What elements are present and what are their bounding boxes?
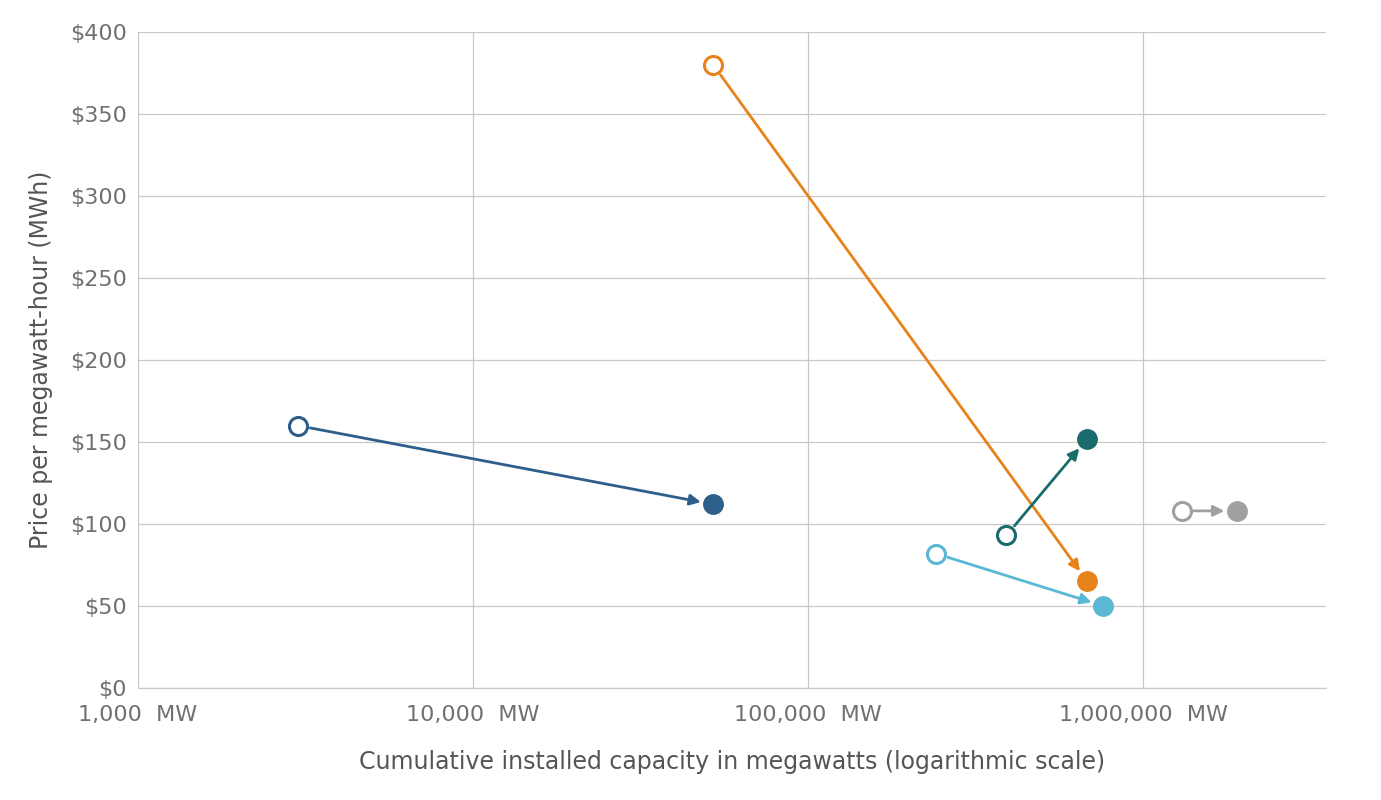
Y-axis label: Price per megawatt-hour (MWh): Price per megawatt-hour (MWh) [29, 171, 54, 549]
X-axis label: Cumulative installed capacity in megawatts (logarithmic scale): Cumulative installed capacity in megawat… [359, 750, 1105, 774]
